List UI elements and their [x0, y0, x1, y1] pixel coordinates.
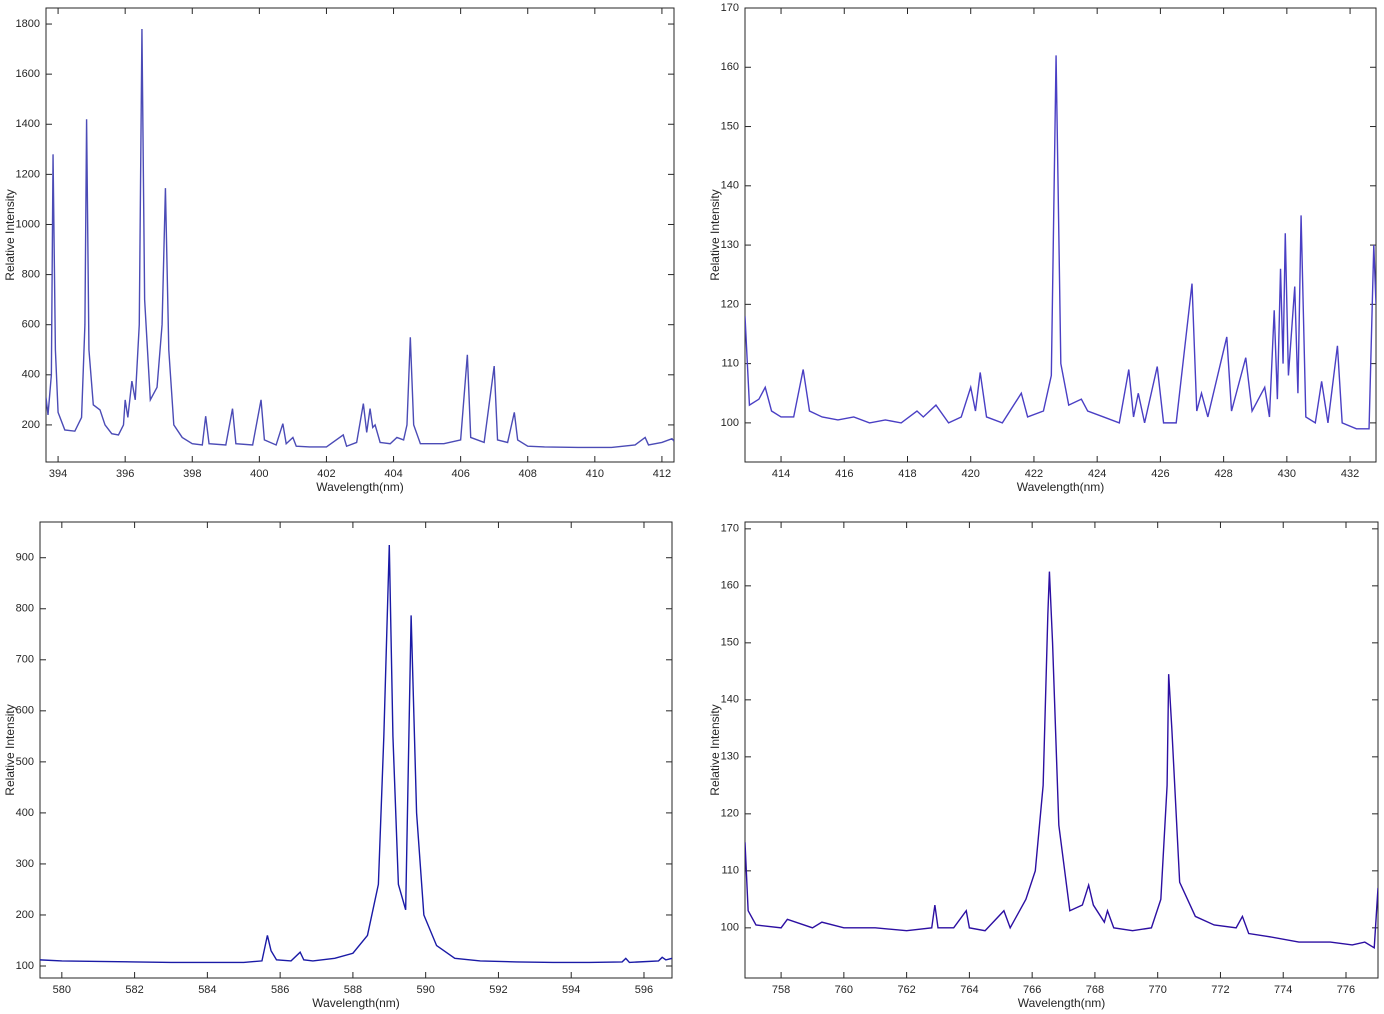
- y-tick-label: 1400: [16, 118, 40, 130]
- y-tick-label: 800: [16, 603, 34, 615]
- y-axis-label: Relative Intensity: [3, 189, 17, 280]
- x-tick-label: 760: [835, 984, 853, 996]
- chart-panel: 414 416 418 420 422 424 426 428 430 432 100 110 120 1…: [708, 2, 1377, 494]
- x-tick-label: 430: [1278, 468, 1296, 480]
- y-tick-label: 600: [22, 319, 40, 331]
- x-tick-label: 764: [960, 984, 978, 996]
- x-tick-label: 776: [1337, 984, 1355, 996]
- y-tick-label: 120: [721, 808, 739, 820]
- x-tick-label: 580: [53, 984, 71, 996]
- y-tick-label: 100: [721, 417, 739, 429]
- y-tick-label: 160: [721, 61, 739, 73]
- spectrum-line: [46, 29, 674, 449]
- y-tick-label: 200: [22, 419, 40, 431]
- y-tick-label: 130: [721, 751, 739, 763]
- x-tick-label: 432: [1341, 468, 1359, 480]
- x-tick-label: 402: [317, 468, 335, 480]
- x-axis-label: Wavelength(nm): [1017, 480, 1105, 494]
- y-tick-label: 200: [16, 909, 34, 921]
- y-tick-label: 100: [721, 922, 739, 934]
- y-tick-label: 140: [721, 180, 739, 192]
- spectrum-line: [745, 55, 1376, 430]
- y-tick-label: 140: [721, 694, 739, 706]
- x-tick-label: 768: [1086, 984, 1104, 996]
- y-axis-label: Relative Intensity: [3, 704, 17, 795]
- x-tick-label: 418: [898, 468, 916, 480]
- x-axis-label: Wavelength(nm): [1018, 996, 1106, 1010]
- x-tick-label: 428: [1214, 468, 1232, 480]
- y-tick-label: 400: [22, 369, 40, 381]
- y-tick-label: 120: [721, 298, 739, 310]
- x-tick-label: 592: [489, 984, 507, 996]
- y-tick-label: 110: [721, 358, 739, 370]
- x-tick-label: 766: [1023, 984, 1041, 996]
- x-tick-label: 398: [183, 468, 201, 480]
- x-tick-label: 770: [1149, 984, 1167, 996]
- x-tick-label: 410: [586, 468, 604, 480]
- x-tick-label: 584: [198, 984, 216, 996]
- y-tick-label: 110: [721, 865, 739, 877]
- x-axis-label: Wavelength(nm): [312, 996, 400, 1010]
- plot-frame: [744, 7, 1377, 463]
- x-tick-label: 394: [49, 468, 67, 480]
- x-tick-label: 590: [416, 984, 434, 996]
- plot-frame: [39, 521, 673, 979]
- y-axis-label: Relative Intensity: [708, 189, 722, 280]
- y-tick-label: 1800: [16, 18, 40, 30]
- y-tick-label: 900: [16, 552, 34, 564]
- x-tick-label: 420: [962, 468, 980, 480]
- x-tick-label: 404: [384, 468, 402, 480]
- x-tick-label: 774: [1274, 984, 1292, 996]
- y-tick-label: 1000: [16, 218, 40, 230]
- y-tick-label: 1600: [16, 68, 40, 80]
- y-tick-label: 100: [16, 960, 34, 972]
- x-tick-label: 412: [653, 468, 671, 480]
- x-tick-label: 772: [1211, 984, 1229, 996]
- x-axis-label: Wavelength(nm): [316, 480, 404, 494]
- x-tick-label: 586: [271, 984, 289, 996]
- x-tick-label: 588: [344, 984, 362, 996]
- chart-panel: 394 396 398 400 402 404 406 408 410 412 200 400 600 8…: [3, 7, 675, 494]
- x-tick-label: 422: [1025, 468, 1043, 480]
- spectrum-line: [745, 571, 1378, 949]
- y-tick-label: 400: [16, 807, 34, 819]
- y-tick-label: 170: [721, 523, 739, 535]
- x-tick-label: 400: [250, 468, 268, 480]
- x-tick-label: 396: [116, 468, 134, 480]
- x-tick-label: 582: [125, 984, 143, 996]
- x-tick-label: 424: [1088, 468, 1106, 480]
- x-tick-label: 596: [635, 984, 653, 996]
- y-tick-label: 170: [721, 2, 739, 14]
- x-tick-label: 414: [772, 468, 790, 480]
- x-tick-label: 406: [451, 468, 469, 480]
- x-tick-label: 762: [897, 984, 915, 996]
- x-tick-label: 416: [835, 468, 853, 480]
- y-tick-label: 800: [22, 268, 40, 280]
- spectrum-line: [40, 544, 672, 964]
- y-tick-label: 300: [16, 858, 34, 870]
- x-tick-label: 758: [772, 984, 790, 996]
- plot-frame: [744, 521, 1379, 979]
- y-tick-label: 600: [16, 705, 34, 717]
- x-tick-label: 594: [562, 984, 580, 996]
- chart-panel: 580 582 584 586 588 590 592 594 596 100 200 300 400 5…: [3, 521, 673, 1010]
- y-tick-label: 150: [721, 120, 739, 132]
- y-axis-label: Relative Intensity: [708, 704, 722, 795]
- y-tick-label: 130: [721, 239, 739, 251]
- x-tick-label: 408: [519, 468, 537, 480]
- y-tick-label: 700: [16, 654, 34, 666]
- x-tick-label: 426: [1151, 468, 1169, 480]
- y-tick-label: 150: [721, 637, 739, 649]
- chart-panel: 758 760 762 764 766 768 770 772 774 776 100 110 120 1…: [708, 521, 1379, 1010]
- y-tick-label: 160: [721, 580, 739, 592]
- y-tick-label: 500: [16, 756, 34, 768]
- y-tick-label: 1200: [16, 168, 40, 180]
- plot-frame: [45, 7, 675, 463]
